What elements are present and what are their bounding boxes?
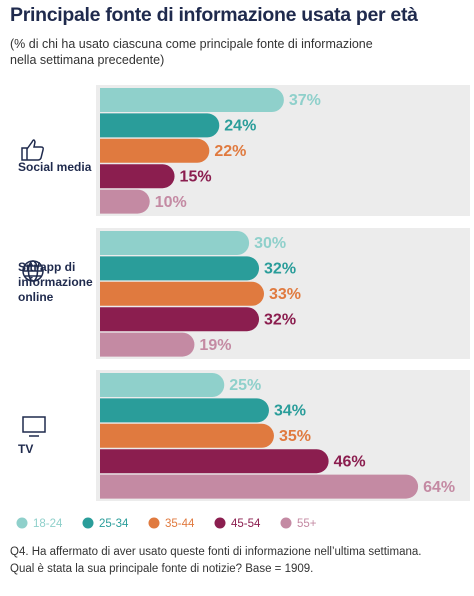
value-label: 35% bbox=[279, 428, 311, 445]
legend-label: 35-44 bbox=[165, 518, 195, 530]
value-label: 25% bbox=[229, 377, 261, 394]
bar bbox=[100, 164, 175, 189]
legend-label: 25-34 bbox=[99, 518, 129, 530]
legend-label: 18-24 bbox=[33, 518, 63, 530]
footnote: Qual è stata la sua principale fonte di … bbox=[10, 563, 314, 575]
value-label: 24% bbox=[224, 118, 256, 135]
category-label: Social media bbox=[18, 160, 92, 174]
bar bbox=[100, 113, 220, 138]
value-label: 32% bbox=[264, 261, 296, 278]
value-label: 37% bbox=[289, 92, 321, 109]
value-label: 15% bbox=[180, 168, 212, 185]
value-label: 64% bbox=[423, 479, 455, 496]
bar bbox=[100, 474, 419, 499]
globe-icon bbox=[22, 260, 44, 282]
icons bbox=[21, 139, 46, 437]
bar bbox=[100, 88, 284, 112]
bar bbox=[100, 256, 260, 281]
bar bbox=[100, 398, 269, 423]
subtitle: nella settimana precedente) bbox=[10, 53, 165, 67]
legend-marker bbox=[214, 517, 226, 529]
category-label: Siti/app di informazione online bbox=[18, 260, 93, 304]
value-label: 30% bbox=[254, 235, 286, 252]
chart-title: Principale fonte di informazione usata p… bbox=[10, 4, 418, 26]
category-label: TV bbox=[18, 442, 34, 456]
legend-label: 55+ bbox=[297, 518, 317, 530]
legend-marker bbox=[280, 517, 292, 529]
value-label: 19% bbox=[199, 337, 231, 354]
bar bbox=[100, 138, 210, 163]
bar bbox=[100, 373, 225, 397]
bar bbox=[100, 231, 250, 255]
bar bbox=[100, 307, 260, 332]
bar bbox=[100, 332, 195, 357]
value-label: 34% bbox=[274, 403, 306, 420]
legend-marker bbox=[148, 517, 160, 529]
legend-marker bbox=[16, 517, 28, 529]
value-label: 46% bbox=[334, 453, 366, 470]
bar bbox=[100, 189, 150, 214]
bar bbox=[100, 449, 329, 474]
value-label: 22% bbox=[214, 143, 246, 160]
bar bbox=[100, 281, 265, 306]
thumbs-up-icon bbox=[21, 139, 44, 161]
value-label: 33% bbox=[269, 286, 301, 303]
value-label: 10% bbox=[155, 194, 187, 211]
bar bbox=[100, 423, 274, 448]
footnote: Q4. Ha affermato di aver usato queste fo… bbox=[10, 546, 422, 558]
subtitle: (% di chi ha usato ciascuna come princip… bbox=[10, 37, 373, 51]
legend-label: 45-54 bbox=[231, 518, 261, 530]
tv-icon bbox=[22, 416, 46, 437]
value-label: 32% bbox=[264, 311, 296, 328]
legend-marker bbox=[82, 517, 94, 529]
